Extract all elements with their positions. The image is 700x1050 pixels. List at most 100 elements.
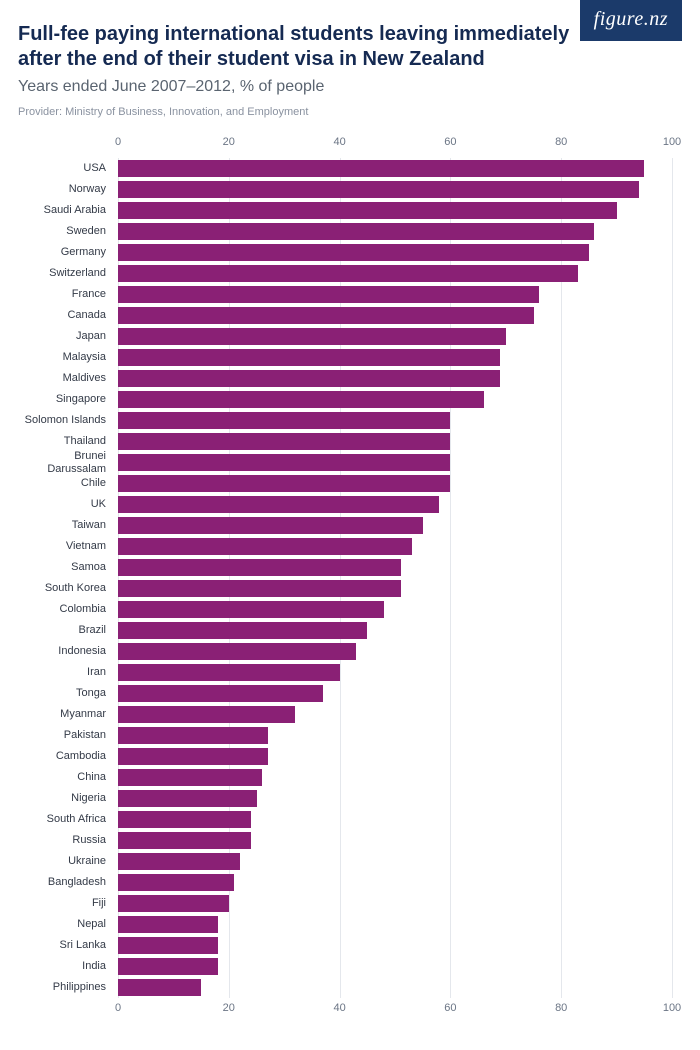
bar-track: [118, 473, 672, 494]
bar-track: [118, 347, 672, 368]
bar-track: [118, 788, 672, 809]
bar-row: Saudi Arabia: [118, 200, 672, 221]
bar-track: [118, 767, 672, 788]
bar-track: [118, 620, 672, 641]
bar: [118, 517, 423, 534]
bar-row: Thailand: [118, 431, 672, 452]
x-tick: 60: [444, 1002, 456, 1014]
x-tick: 20: [223, 136, 235, 148]
bar-row: Canada: [118, 305, 672, 326]
x-tick: 80: [555, 136, 567, 148]
bar: [118, 706, 295, 723]
bar: [118, 790, 257, 807]
bar-track: [118, 956, 672, 977]
provider-text: Provider: Ministry of Business, Innovati…: [18, 106, 670, 118]
bar-label: Solomon Islands: [18, 414, 112, 426]
x-tick: 40: [333, 1002, 345, 1014]
bar-label: Taiwan: [18, 519, 112, 531]
bar-label: Saudi Arabia: [18, 204, 112, 216]
bar-row: China: [118, 767, 672, 788]
bar-row: Colombia: [118, 599, 672, 620]
bar: [118, 874, 234, 891]
bar-row: Nigeria: [118, 788, 672, 809]
bar-row: Cambodia: [118, 746, 672, 767]
bar: [118, 916, 218, 933]
brand-text: figure.nz: [594, 8, 668, 30]
bar-track: [118, 725, 672, 746]
bar-track: [118, 872, 672, 893]
bar-track: [118, 263, 672, 284]
bar-label: Russia: [18, 834, 112, 846]
x-tick: 20: [223, 1002, 235, 1014]
bar: [118, 496, 439, 513]
bar-label: Pakistan: [18, 729, 112, 741]
bar-row: Fiji: [118, 893, 672, 914]
bar: [118, 202, 617, 219]
x-tick: 100: [663, 136, 681, 148]
bar: [118, 181, 639, 198]
bar-label: Colombia: [18, 603, 112, 615]
bar-row: Philippines: [118, 977, 672, 998]
bar: [118, 937, 218, 954]
bar: [118, 643, 356, 660]
bar-label: Switzerland: [18, 267, 112, 279]
x-tick: 60: [444, 136, 456, 148]
bar-track: [118, 851, 672, 872]
bar-label: Cambodia: [18, 750, 112, 762]
bar-row: Samoa: [118, 557, 672, 578]
x-axis-bottom: 020406080100: [118, 1002, 672, 1018]
bar-label: Norway: [18, 183, 112, 195]
bar-track: [118, 557, 672, 578]
bar-track: [118, 158, 672, 179]
bar-label: Vietnam: [18, 540, 112, 552]
bar-row: Pakistan: [118, 725, 672, 746]
bar-label: Nepal: [18, 918, 112, 930]
x-tick: 0: [115, 136, 121, 148]
bar: [118, 433, 450, 450]
bar-track: [118, 599, 672, 620]
bar-label: Maldives: [18, 372, 112, 384]
bar-track: [118, 935, 672, 956]
bar: [118, 475, 450, 492]
bar-row: Maldives: [118, 368, 672, 389]
page-subtitle: Years ended June 2007–2012, % of people: [18, 78, 670, 96]
bar-track: [118, 305, 672, 326]
bar-label: Myanmar: [18, 708, 112, 720]
bar: [118, 895, 229, 912]
bar: [118, 328, 506, 345]
bar-label: Tonga: [18, 687, 112, 699]
brand-badge: figure.nz: [580, 0, 682, 41]
bar: [118, 601, 384, 618]
bar-row: Myanmar: [118, 704, 672, 725]
bar-label: India: [18, 960, 112, 972]
bar-row: Germany: [118, 242, 672, 263]
bar-label: Brunei Darussalam: [18, 450, 112, 474]
bar: [118, 538, 412, 555]
bar-row: Bangladesh: [118, 872, 672, 893]
x-tick: 80: [555, 1002, 567, 1014]
bar-row: Singapore: [118, 389, 672, 410]
bar: [118, 244, 589, 261]
bar: [118, 559, 401, 576]
bar-row: Russia: [118, 830, 672, 851]
bar-row: Brunei Darussalam: [118, 452, 672, 473]
bar-track: [118, 179, 672, 200]
bar-track: [118, 662, 672, 683]
bar-row: Solomon Islands: [118, 410, 672, 431]
bar: [118, 664, 340, 681]
bar-track: [118, 830, 672, 851]
bar-row: UK: [118, 494, 672, 515]
bar-track: [118, 536, 672, 557]
bar-label: Indonesia: [18, 645, 112, 657]
bar: [118, 307, 534, 324]
bar-row: Tonga: [118, 683, 672, 704]
bar-row: Brazil: [118, 620, 672, 641]
bar-track: [118, 431, 672, 452]
page-title: Full-fee paying international students l…: [18, 22, 578, 72]
bar-row: South Korea: [118, 578, 672, 599]
chart-container: 020406080100 USANorwaySaudi ArabiaSweden…: [18, 136, 682, 1018]
bar: [118, 580, 401, 597]
bar-track: [118, 410, 672, 431]
bar: [118, 748, 268, 765]
bar: [118, 454, 450, 471]
